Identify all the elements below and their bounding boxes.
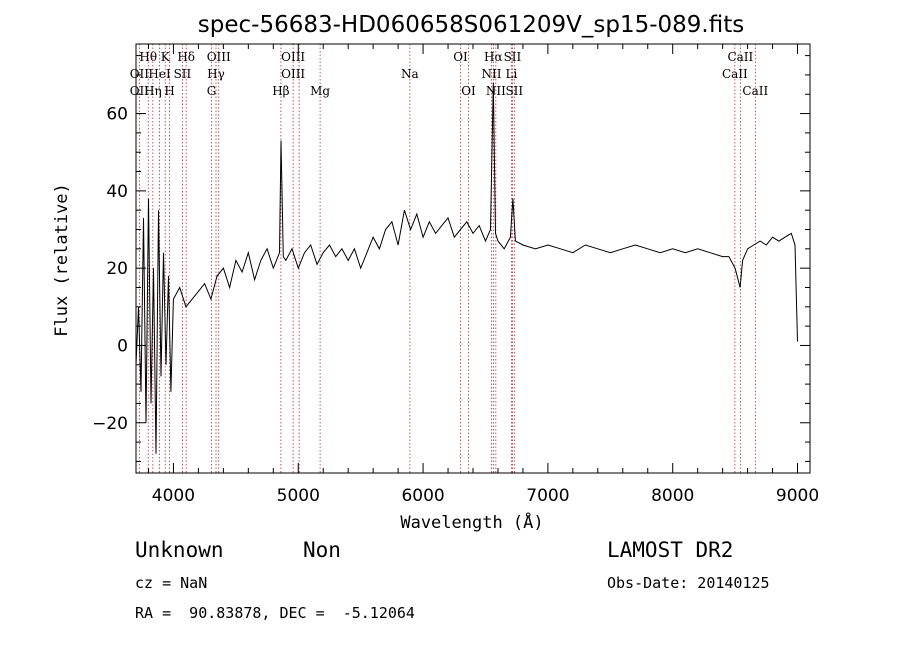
line-label-5: Hη [144, 84, 162, 98]
line-label-1: OII [130, 67, 150, 81]
line-label-6: Hδ [177, 50, 195, 64]
line-label-15: Mg [310, 84, 330, 98]
line-label-25: CaII [727, 50, 753, 64]
y-axis-label: Flux (relative) [52, 183, 72, 337]
axis-ticks: 4000 5000 6000 7000 8000 9000 −20 0 20 40 60 [92, 44, 819, 506]
x-tick-label-2: 6000 [401, 486, 444, 506]
line-label-19: Hα [484, 50, 503, 64]
line-label-8: H [164, 84, 174, 98]
line-label-14: Hβ [272, 84, 289, 98]
spectrum-chart: spec-56683-HD060658S061209V_sp15-089.fit… [52, 12, 819, 533]
line-label-10: Hγ [207, 67, 225, 81]
line-label-22: Li [506, 67, 518, 81]
line-label-7: SII [174, 67, 192, 81]
x-tick-label-0: 4000 [152, 486, 195, 506]
y-tick-label-2: 20 [106, 259, 128, 279]
plot-frame [135, 43, 811, 474]
y-tick-label-4: 60 [106, 105, 128, 125]
x-tick-label-1: 5000 [277, 486, 320, 506]
spectrum-series-line [135, 82, 798, 454]
line-label-23: NII [486, 84, 506, 98]
line-label-13: OIII [281, 67, 305, 81]
line-label-18: OI [461, 84, 476, 98]
line-label-0: Hθ [139, 50, 157, 64]
line-label-20: SII [504, 50, 522, 64]
chart-title: spec-56683-HD060658S061209V_sp15-089.fit… [198, 12, 744, 38]
line-label-27: CaII [742, 84, 768, 98]
x-tick-label-4: 8000 [651, 486, 694, 506]
y-tick-label-1: 0 [117, 336, 128, 356]
line-label-21: NII [481, 67, 501, 81]
line-label-24: SII [505, 84, 523, 98]
x-tick-label-5: 9000 [776, 486, 819, 506]
line-label-4: HeI [148, 67, 171, 81]
line-label-12: OIII [281, 50, 305, 64]
x-axis-label: Wavelength (Å) [400, 511, 543, 533]
line-label-3: K [161, 50, 171, 64]
line-label-2: OII [130, 84, 150, 98]
line-label-9: OIII [207, 50, 231, 64]
line-label-26: CaII [722, 67, 748, 81]
object-subclass: Non [303, 538, 341, 562]
object-class: Unknown [135, 538, 224, 562]
x-tick-label-3: 7000 [526, 486, 569, 506]
y-tick-label-0: −20 [92, 414, 128, 434]
survey-name: LAMOST DR2 [607, 538, 734, 562]
observation-date: Obs-Date: 20140125 [607, 574, 770, 592]
coordinates-readout: RA = 90.83878, DEC = -5.12064 [135, 604, 415, 622]
line-markers [138, 44, 756, 473]
line-label-16: Na [401, 67, 419, 81]
y-tick-label-3: 40 [106, 182, 128, 202]
line-label-11: G [207, 84, 217, 98]
redshift-readout: cz = NaN [135, 574, 208, 592]
line-label-17: OI [453, 50, 468, 64]
